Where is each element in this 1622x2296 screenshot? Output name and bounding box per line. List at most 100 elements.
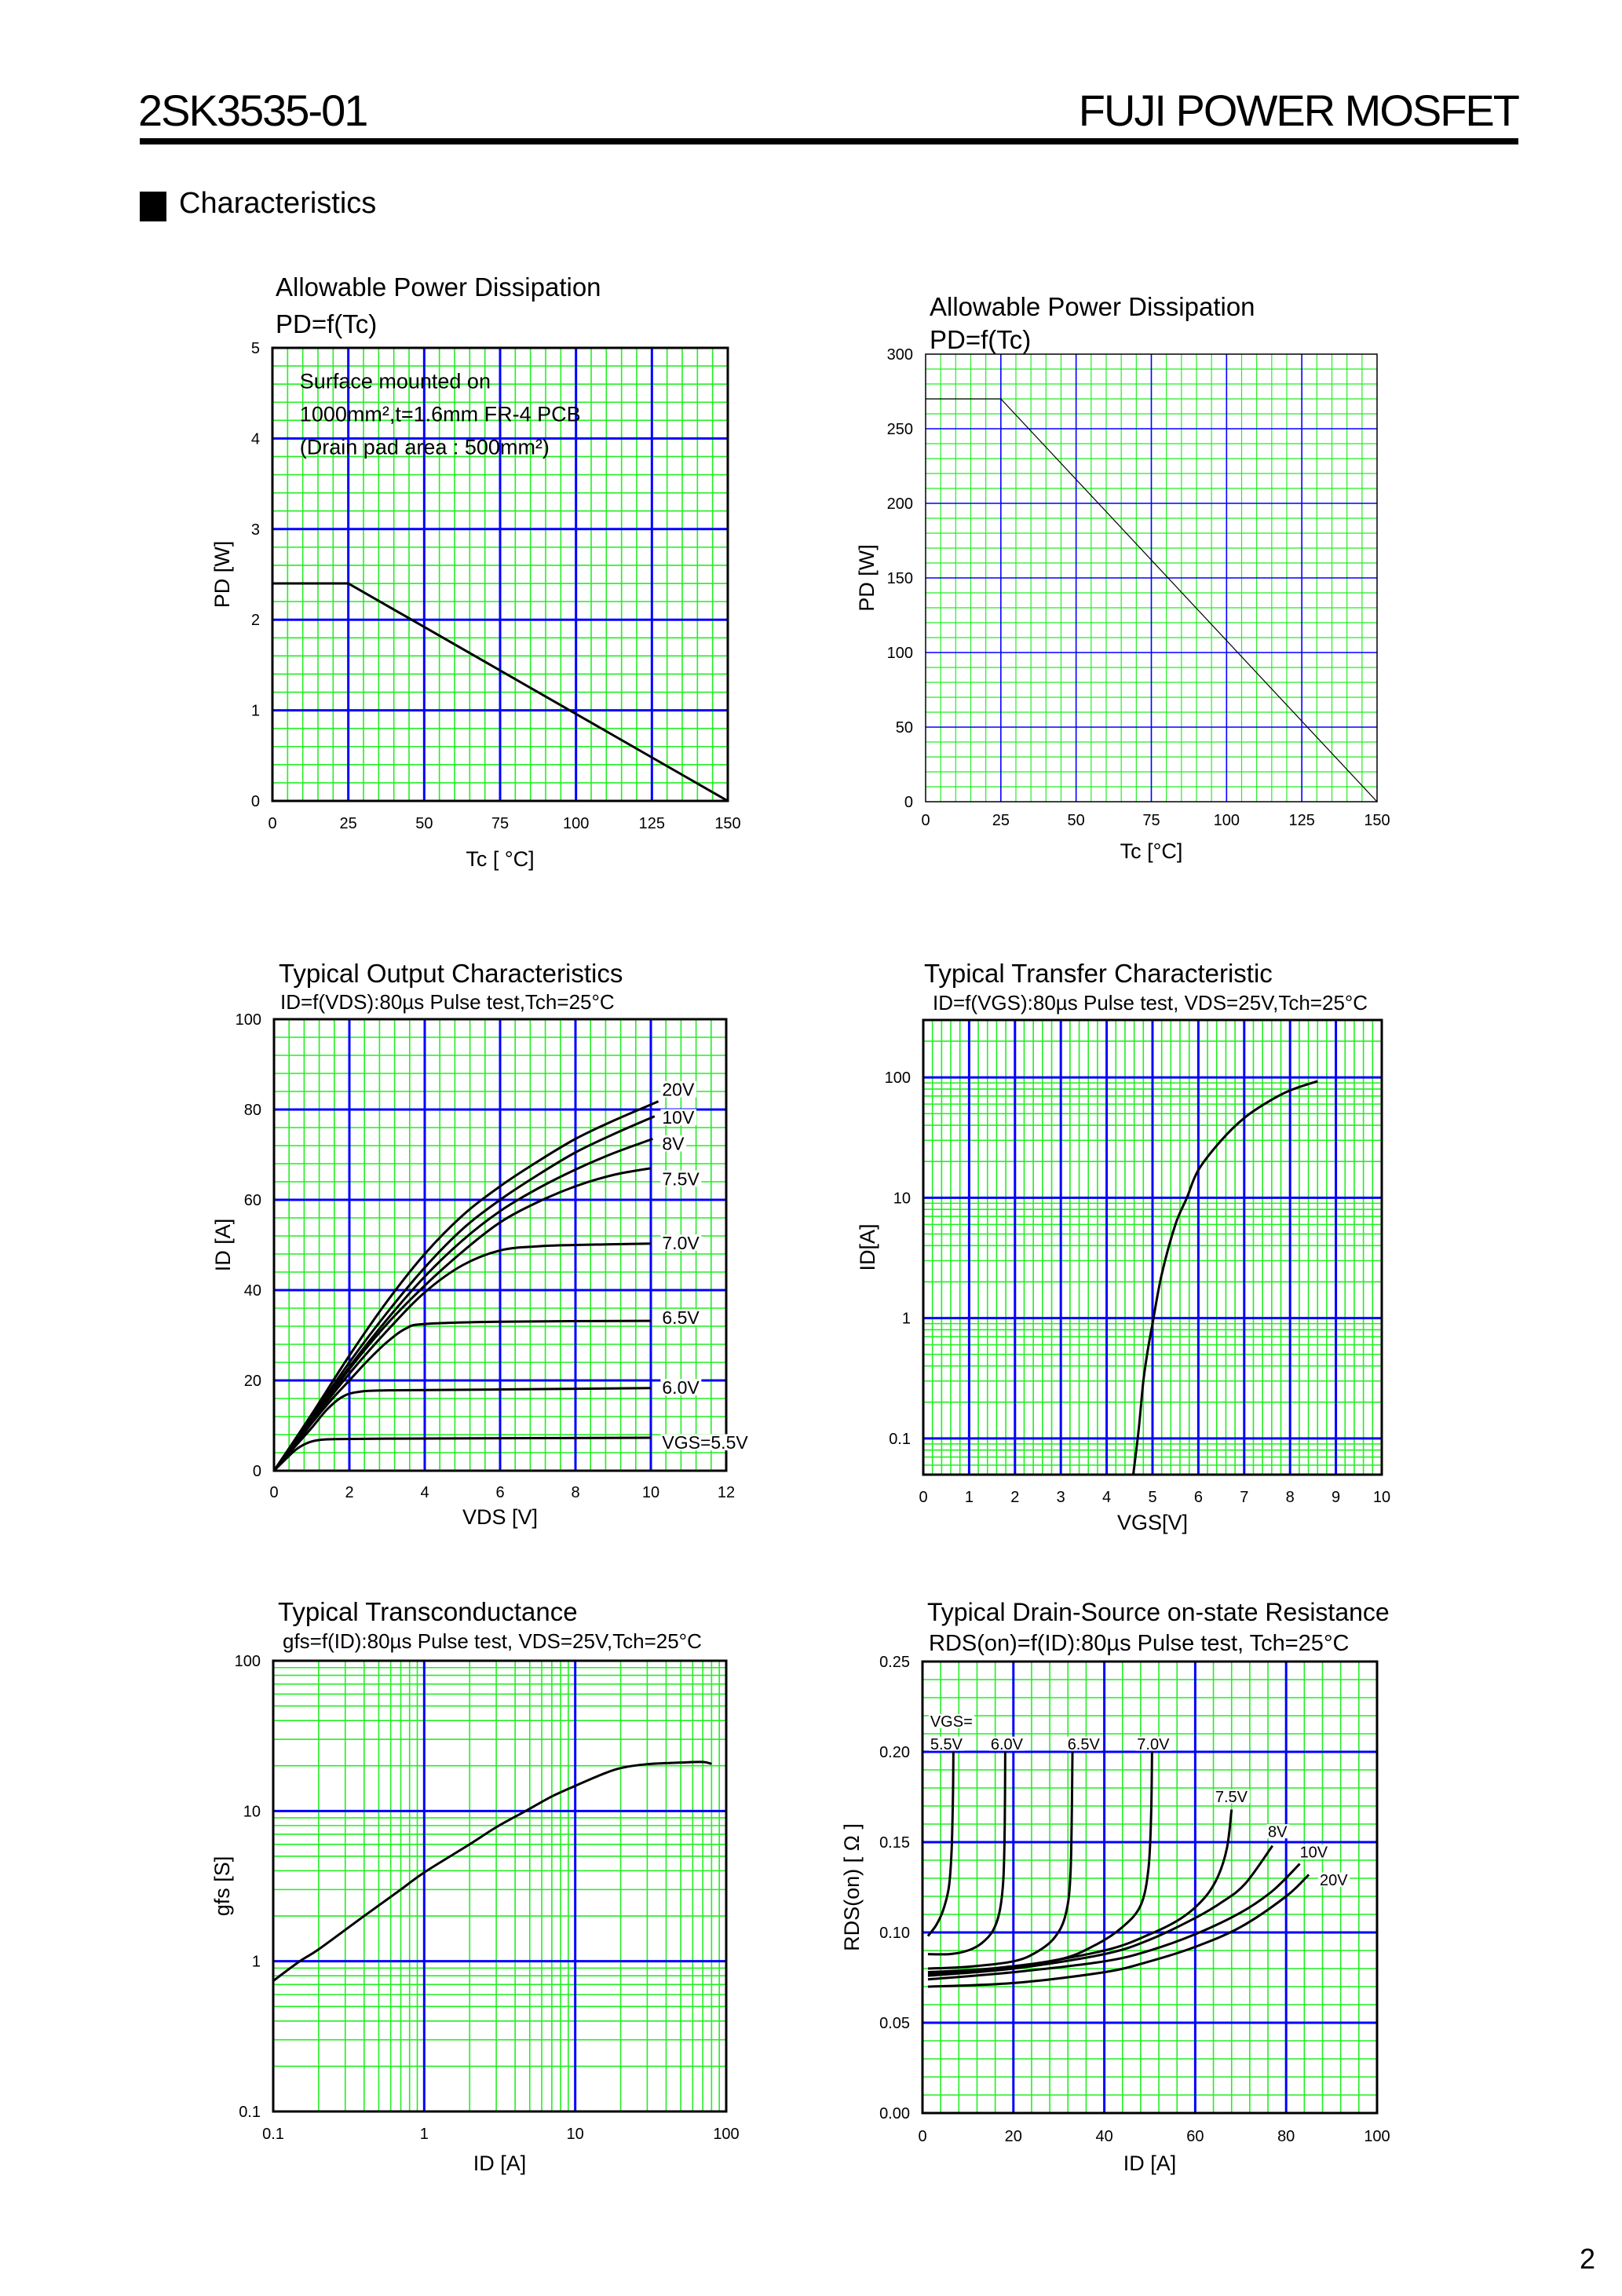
series-line xyxy=(272,582,729,803)
series-label: 8V xyxy=(662,1133,685,1153)
x-tick-label: 50 xyxy=(415,815,433,832)
chart-2: Allowable Power Dissipation PD=f(Tc) 0 25 50… xyxy=(855,292,1390,863)
x-axis-label: VDS [V] xyxy=(462,1505,538,1529)
x-tick-label: 50 xyxy=(1068,812,1085,829)
series-line xyxy=(927,1751,1074,1970)
chart-subtitle: ID=f(VDS):80µs Pulse test,Tch=25°C xyxy=(280,990,615,1014)
series-line xyxy=(927,1751,1006,1956)
x-tick-label: 100 xyxy=(1364,2128,1390,2145)
y-tick-label: 0.25 xyxy=(879,1654,910,1671)
y-tick-label: 60 xyxy=(244,1192,261,1209)
x-tick-label: 100 xyxy=(563,815,589,832)
series-line xyxy=(927,1863,1301,1981)
y-axis-label: PD [W] xyxy=(855,544,879,612)
chart-5: Typical Transconductance gfs=f(ID):80µs P… xyxy=(210,1597,740,2175)
chart-title: Typical Output Characteristics xyxy=(279,959,623,988)
series-label-bg xyxy=(928,1736,965,1751)
plot-frame xyxy=(272,1659,728,2113)
series-label: 6.0V xyxy=(991,1736,1024,1753)
series-line xyxy=(926,1751,955,1937)
x-tick-label: 80 xyxy=(1277,2128,1295,2145)
series-label: 20V xyxy=(662,1079,695,1099)
series-label-bg xyxy=(1213,1789,1250,1804)
chart-annotation: Surface mounted on xyxy=(300,370,491,393)
y-axis-label: RDS(on) [ Ω ] xyxy=(840,1823,864,1951)
x-tick-label: 5 xyxy=(1148,1489,1156,1506)
series-line xyxy=(927,1874,1310,1988)
x-tick-label: 60 xyxy=(1186,2128,1204,2145)
x-axis-label: ID [A] xyxy=(473,2152,527,2175)
y-tick-label: 1 xyxy=(251,703,260,720)
chart-title: Allowable Power Dissipation xyxy=(930,292,1255,321)
y-axis-label: gfs [S] xyxy=(210,1856,234,1917)
series-label-bg xyxy=(660,1109,696,1126)
section-bullet-icon xyxy=(140,192,166,221)
chart-title: Allowable Power Dissipation xyxy=(276,272,601,302)
y-tick-label: 4 xyxy=(251,430,260,448)
series-label-bg xyxy=(1065,1736,1102,1751)
x-tick-label: 3 xyxy=(1057,1489,1065,1506)
x-tick-label: 0 xyxy=(269,1484,278,1501)
y-tick-label: 40 xyxy=(244,1282,261,1300)
series-label: 6.5V xyxy=(662,1307,700,1328)
y-tick-label: 250 xyxy=(887,421,913,438)
series-line xyxy=(927,1809,1233,1976)
y-tick-label: 10 xyxy=(243,1803,261,1820)
chart-subtitle: ID=f(VGS):80µs Pulse test, VDS=25V,Tch=2… xyxy=(933,991,1368,1015)
series-line xyxy=(272,1760,712,1982)
y-tick-label: 0.15 xyxy=(879,1834,910,1852)
x-tick-label: 75 xyxy=(491,815,509,832)
series-label-bg xyxy=(1266,1824,1290,1839)
x-tick-label: 125 xyxy=(1288,812,1314,829)
section-title: Characteristics xyxy=(179,187,377,220)
y-tick-label: 150 xyxy=(887,570,913,587)
series-label: VGS=5.5V xyxy=(662,1432,748,1453)
x-axis-label: Tc [°C] xyxy=(1120,839,1183,863)
series-label: 10V xyxy=(1300,1844,1328,1861)
series-label-bg xyxy=(928,1713,974,1728)
series-label-bg xyxy=(660,1434,751,1451)
y-tick-label: 10 xyxy=(893,1190,911,1207)
series-label: 20V xyxy=(1320,1872,1348,1889)
chart-4: Typical Transfer Characteristic ID=f(VGS)… xyxy=(856,959,1390,1534)
chart-annotation: 1000mm²,t=1.6mm FR-4 PCB xyxy=(300,403,581,426)
plot-frame xyxy=(271,346,729,803)
series-label-bg xyxy=(988,1736,1025,1751)
x-tick-label: 25 xyxy=(992,812,1010,829)
chart-annotation: (Drain pad area : 500mm²) xyxy=(300,436,550,459)
y-tick-label: 2 xyxy=(251,612,260,629)
series-label-bg xyxy=(1318,1872,1350,1887)
y-tick-label: 0 xyxy=(904,794,913,811)
y-axis-label: ID [A] xyxy=(211,1219,235,1272)
series-line xyxy=(272,1115,656,1472)
x-tick-label: 75 xyxy=(1142,812,1160,829)
chart-subtitle: PD=f(Tc) xyxy=(930,325,1031,354)
header-rule xyxy=(140,138,1518,144)
x-tick-label: 100 xyxy=(1214,812,1240,829)
y-tick-label: 0.05 xyxy=(879,2015,910,2032)
x-tick-label: 8 xyxy=(571,1484,579,1501)
chart-title: Typical Transconductance xyxy=(278,1597,578,1626)
y-tick-label: 20 xyxy=(244,1373,261,1390)
series-line xyxy=(272,1137,653,1472)
y-tick-label: 0.1 xyxy=(239,2104,261,2121)
y-axis-label: PD [W] xyxy=(210,541,234,609)
y-tick-label: 100 xyxy=(887,645,913,662)
x-tick-label: 1 xyxy=(965,1489,974,1506)
y-tick-label: 0.10 xyxy=(879,1925,910,1942)
x-tick-label: 0 xyxy=(919,1489,927,1506)
series-label: 6.5V xyxy=(1068,1736,1101,1753)
chart-subtitle: PD=f(Tc) xyxy=(276,309,377,338)
y-tick-label: 100 xyxy=(236,1011,261,1029)
x-tick-label: 8 xyxy=(1286,1489,1295,1506)
series-line xyxy=(272,1436,652,1472)
x-tick-label: 0 xyxy=(921,812,930,829)
x-tick-label: 4 xyxy=(1102,1489,1111,1506)
series-label-bg xyxy=(660,1170,702,1187)
y-tick-label: 1 xyxy=(252,1954,261,1971)
x-tick-label: 6 xyxy=(1194,1489,1203,1506)
y-tick-label: 100 xyxy=(885,1069,911,1087)
y-axis-label: ID[A] xyxy=(856,1223,879,1270)
x-tick-label: 125 xyxy=(639,815,665,832)
